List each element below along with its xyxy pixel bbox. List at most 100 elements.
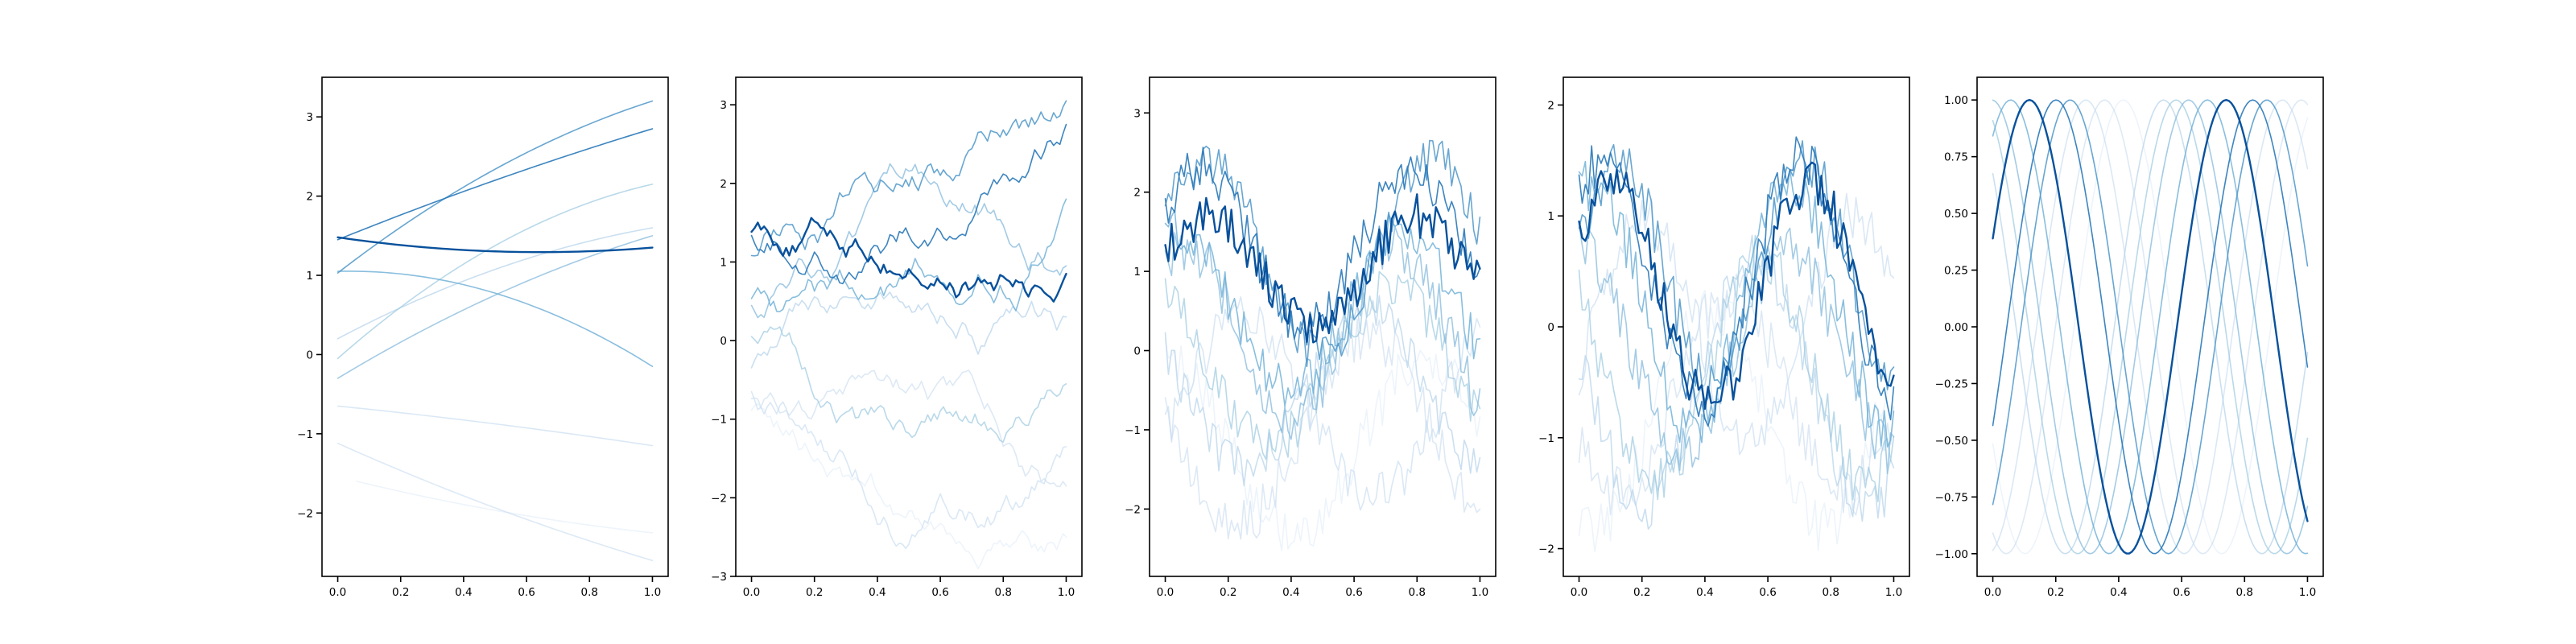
- series-line-8: [336, 405, 654, 447]
- series-line-4: [750, 198, 1067, 312]
- chart-panel-5: 0.0 0.2 0.4 0.6 0.8 1.0 −1.00 −0.75 −0.50 −0.25 0.…: [1935, 76, 2324, 599]
- x-tick-label: 0.0: [329, 586, 346, 599]
- series-line-5: [750, 163, 1067, 319]
- series-line-2: [1578, 136, 1895, 427]
- x-tick-label: 0.6: [931, 586, 948, 599]
- x-tick-label: 0.8: [1823, 586, 1839, 599]
- series-line-7: [1578, 234, 1895, 530]
- series-line-6: [750, 326, 1067, 443]
- chart-panel-3: 0.0 0.2 0.4 0.6 0.8 1.0 −2 −1 0 1 2 3: [1125, 76, 1496, 599]
- y-tick-label: 3: [306, 111, 313, 124]
- x-tick-label: 0.6: [518, 586, 535, 599]
- y-tick-label: −1: [711, 414, 727, 427]
- x-tick-label: 1.0: [1058, 586, 1075, 599]
- series-line-6: [336, 184, 654, 360]
- series-line-8: [1164, 295, 1481, 511]
- series-line-9: [750, 369, 1067, 488]
- series-line-3: [1164, 139, 1481, 368]
- plot-frame: [735, 76, 1083, 577]
- series-line-9: [1992, 99, 2309, 555]
- y-tick-label: 0.00: [1944, 321, 1968, 334]
- x-tick-label: 0.0: [1157, 586, 1174, 599]
- plot-frame: [1149, 76, 1496, 577]
- x-tick-label: 0.4: [869, 586, 886, 599]
- series-line-3: [1992, 99, 2309, 555]
- x-tick-label: 0.6: [1345, 586, 1362, 599]
- series-line-7: [336, 227, 654, 340]
- series-line-4: [336, 270, 654, 368]
- series-group: [336, 100, 654, 562]
- series-line-3: [750, 100, 1067, 257]
- y-tick-label: −2: [297, 507, 313, 520]
- y-tick-label: 1: [1133, 266, 1141, 279]
- series-line-2: [336, 128, 654, 241]
- x-tick-label: 0.2: [392, 586, 409, 599]
- y-tick-label: 2: [1547, 99, 1554, 112]
- y-tick-label: −2: [1125, 503, 1141, 516]
- series-line-8: [1992, 99, 2309, 555]
- x-tick-label: 0.2: [1220, 586, 1236, 599]
- x-tick-label: 0.4: [455, 586, 472, 599]
- series-line-3: [1578, 140, 1895, 404]
- chart-panel-4: 0.0 0.2 0.4 0.6 0.8 1.0 −2 −1 0 1 2: [1538, 76, 1910, 599]
- y-tick-label: 0: [306, 349, 313, 361]
- series-group: [1164, 139, 1481, 551]
- y-tick-label: 1: [306, 270, 313, 283]
- y-tick-label: 2: [1133, 187, 1141, 200]
- y-tick-label: 1.00: [1944, 94, 1968, 107]
- series-line-9: [336, 442, 654, 562]
- plot-frame: [321, 76, 669, 577]
- y-tick-label: 0: [720, 335, 727, 348]
- series-line-7: [1164, 295, 1481, 487]
- x-tick-label: 0.4: [1282, 586, 1299, 599]
- x-tick-label: 0.6: [2173, 586, 2190, 599]
- y-tick-label: 0: [1133, 345, 1141, 358]
- series-line-5: [1578, 223, 1895, 475]
- series-group: [1578, 136, 1895, 552]
- y-tick-label: −2: [1538, 543, 1554, 556]
- y-tick-label: −0.50: [1935, 435, 1968, 448]
- y-tick-label: 3: [720, 99, 727, 112]
- x-tick-label: 1.0: [2299, 586, 2316, 599]
- y-tick-label: −1: [297, 428, 313, 441]
- series-line-10: [1164, 338, 1481, 551]
- series-line-2: [1992, 99, 2309, 555]
- series-line-3: [336, 100, 654, 274]
- series-group: [1992, 98, 2309, 555]
- series-line-2: [750, 123, 1067, 285]
- series-line-1: [1164, 193, 1481, 344]
- series-line-6: [1992, 99, 2309, 555]
- y-tick-label: 2: [720, 178, 727, 191]
- x-tick-label: 0.2: [2047, 586, 2064, 599]
- series-line-10: [356, 481, 654, 534]
- series-line-6: [1578, 234, 1895, 502]
- chart-panel-1: 0.0 0.2 0.4 0.6 0.8 1.0 −2 −1 0 1 2 3: [297, 76, 669, 599]
- y-tick-label: −1.00: [1935, 548, 1968, 561]
- y-tick-label: 1: [1547, 210, 1554, 223]
- x-tick-label: 0.8: [995, 586, 1012, 599]
- x-tick-label: 0.0: [1571, 586, 1587, 599]
- chart-panel-2: 0.0 0.2 0.4 0.6 0.8 1.0 −3 −2 −1 0 1 2 3: [711, 76, 1083, 599]
- y-tick-label: 0.50: [1944, 208, 1968, 221]
- series-group: [750, 100, 1067, 570]
- series-line-4: [1578, 160, 1895, 448]
- y-tick-label: −0.75: [1935, 491, 1968, 504]
- series-line-7: [1992, 99, 2309, 555]
- x-tick-label: 0.0: [743, 586, 760, 599]
- y-tick-label: 3: [1133, 107, 1141, 120]
- x-tick-label: 0.6: [1759, 586, 1776, 599]
- y-tick-label: −3: [711, 571, 727, 584]
- series-line-5: [336, 235, 654, 379]
- series-line-5: [1992, 99, 2309, 555]
- y-tick-label: 0.25: [1944, 265, 1968, 278]
- y-tick-label: 2: [306, 191, 313, 204]
- x-tick-label: 0.0: [1984, 586, 2001, 599]
- series-line-4: [1992, 99, 2309, 555]
- series-line-10: [750, 402, 1067, 570]
- x-tick-label: 0.8: [2236, 586, 2253, 599]
- y-tick-label: −1: [1538, 432, 1554, 445]
- x-tick-label: 0.8: [581, 586, 598, 599]
- x-tick-label: 1.0: [644, 586, 661, 599]
- series-line-6: [1164, 270, 1481, 460]
